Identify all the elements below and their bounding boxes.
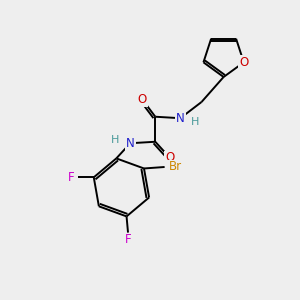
Text: O: O [239,56,248,69]
Text: F: F [68,171,74,184]
Text: N: N [126,137,135,150]
Text: F: F [125,233,131,246]
Text: O: O [165,152,175,164]
Text: N: N [176,112,185,125]
Text: H: H [111,135,119,145]
Text: Br: Br [169,160,182,173]
Text: H: H [191,117,199,127]
Text: O: O [137,93,147,106]
